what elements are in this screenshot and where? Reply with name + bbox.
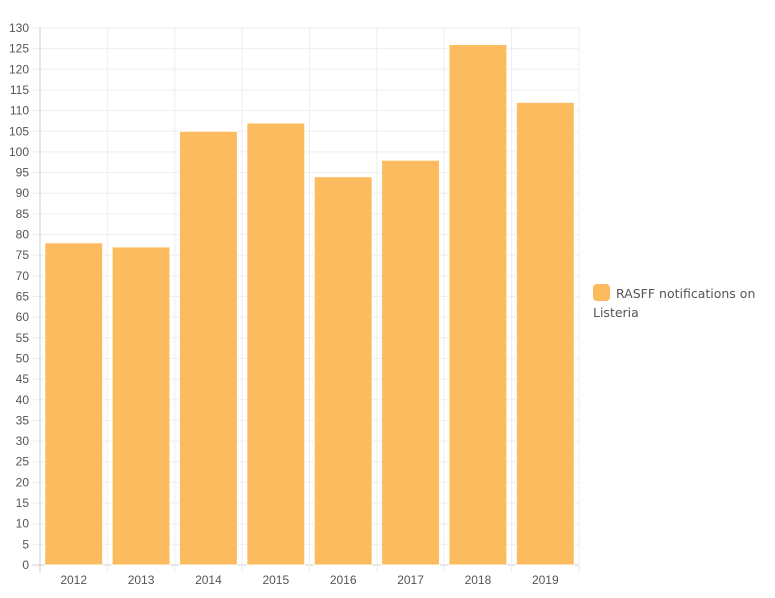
bar: [313, 176, 373, 566]
y-tick-label: 120: [9, 62, 29, 76]
bar: [44, 242, 104, 566]
y-tick-label: 60: [16, 310, 30, 324]
y-tick-label: 95: [16, 166, 30, 180]
y-tick-label: 90: [16, 186, 30, 200]
x-tick-label: 2013: [128, 573, 155, 587]
x-tick-label: 2017: [397, 573, 424, 587]
y-tick-label: 0: [22, 558, 29, 572]
y-tick-label: 30: [16, 434, 30, 448]
x-tick-label: 2012: [60, 573, 87, 587]
bar: [111, 246, 171, 566]
x-tick-label: 2015: [262, 573, 289, 587]
x-tick-label: 2014: [195, 573, 222, 587]
y-tick-label: 5: [22, 537, 29, 551]
y-tick-label: 105: [9, 124, 29, 138]
bar: [178, 130, 238, 566]
y-tick-label: 65: [16, 290, 30, 304]
y-tick-label: 125: [9, 42, 29, 56]
y-tick-label: 45: [16, 372, 30, 386]
y-tick-label: 70: [16, 269, 30, 283]
x-tick-label: 2019: [532, 573, 559, 587]
y-tick-label: 20: [16, 475, 30, 489]
y-tick-label: 80: [16, 228, 30, 242]
y-tick-label: 85: [16, 207, 30, 221]
y-tick-label: 100: [9, 145, 29, 159]
x-tick-label: 2016: [330, 573, 357, 587]
y-tick-label: 15: [16, 496, 30, 510]
y-tick-label: 75: [16, 248, 30, 262]
y-tick-label: 115: [10, 83, 29, 97]
legend[interactable]: RASFF notifications on Listeria: [593, 284, 768, 322]
y-tick-label: 25: [16, 455, 30, 469]
legend-label: RASFF notifications on Listeria: [593, 286, 756, 320]
bar: [246, 122, 306, 566]
y-tick-label: 110: [10, 104, 29, 118]
bar: [448, 44, 508, 566]
y-tick-label: 40: [16, 393, 30, 407]
legend-swatch: [593, 284, 610, 301]
y-tick-label: 55: [16, 331, 30, 345]
x-tick-label: 2018: [465, 573, 492, 587]
bar: [515, 101, 575, 566]
y-tick-label: 50: [16, 351, 30, 365]
bar: [381, 159, 441, 566]
y-tick-label: 10: [16, 517, 30, 531]
y-tick-label: 130: [9, 21, 29, 35]
y-tick-label: 35: [16, 413, 30, 427]
